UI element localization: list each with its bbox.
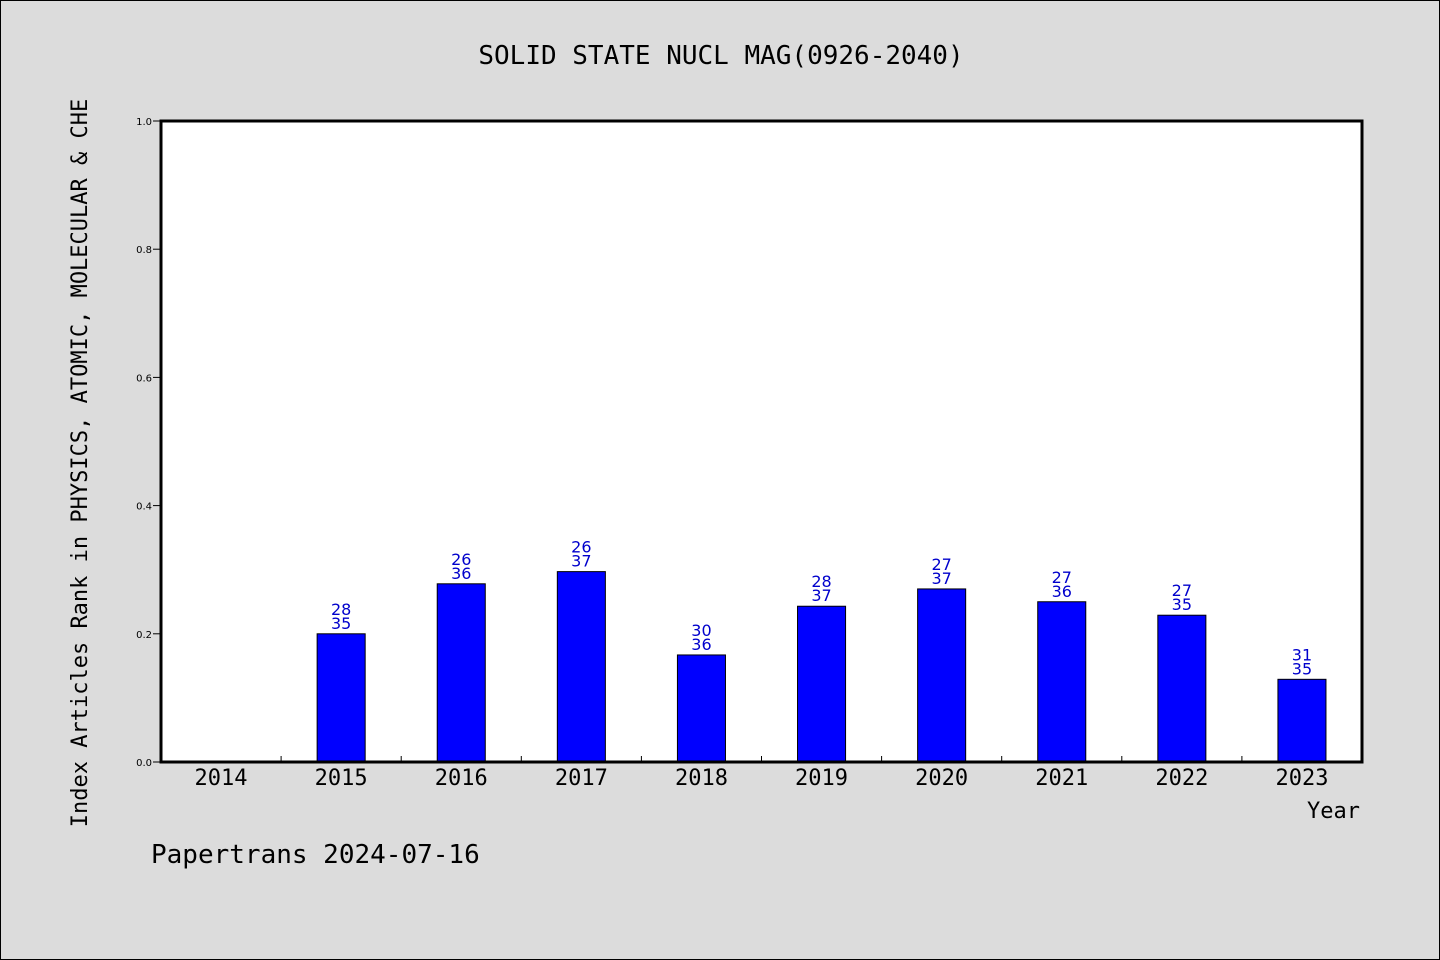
- bar-label-bottom-2021: 36: [1052, 582, 1072, 601]
- y-tick-label: 0.0: [136, 758, 152, 769]
- bar-label-bottom-2016: 36: [451, 564, 471, 583]
- x-tick-label: 2021: [1035, 766, 1088, 791]
- bar-2015: [316, 633, 366, 763]
- chart-title: SOLID STATE NUCL MAG(0926-2040): [478, 41, 963, 71]
- bar-2019: [797, 605, 847, 763]
- bar-2021: [1037, 601, 1087, 763]
- bar-label-bottom-2015: 35: [331, 614, 351, 633]
- bar-label-bottom-2018: 36: [691, 635, 711, 654]
- bar-label-top-2023: 31: [1292, 645, 1312, 664]
- x-tick-label: 2022: [1155, 766, 1208, 791]
- bar-label-top-2017: 26: [571, 538, 591, 557]
- bar-label-top-2021: 27: [1052, 568, 1072, 587]
- y-tick-label: 0.4: [136, 502, 152, 513]
- y-axis-ticks: 0.0 0.2 0.4 0.6 0.8 1.0: [136, 117, 161, 769]
- bar-2020: [917, 588, 967, 763]
- bar-label-bottom-2019: 37: [811, 586, 831, 605]
- x-tick-label: 2020: [915, 766, 968, 791]
- bar-label-bottom-2023: 35: [1292, 659, 1312, 678]
- bars-group: [316, 571, 1327, 763]
- x-axis-label: Year: [1307, 799, 1360, 824]
- x-tick-label: 2017: [555, 766, 608, 791]
- x-tick-label: 2016: [435, 766, 488, 791]
- plot-frame: [159, 119, 1364, 764]
- bar-2017: [556, 571, 606, 763]
- bar-label-bottom-2020: 37: [931, 569, 951, 588]
- bar-label-top-2016: 26: [451, 550, 471, 569]
- bar-label-bottom-2017: 37: [571, 552, 591, 571]
- y-tick-label: 0.8: [136, 245, 152, 256]
- y-tick-label: 0.2: [136, 630, 152, 641]
- bar-label-top-2019: 28: [811, 572, 831, 591]
- x-tick-label: 2019: [795, 766, 848, 791]
- bar-2016: [436, 583, 486, 763]
- bar-2023: [1277, 678, 1327, 763]
- bar-label-top-2020: 27: [931, 555, 951, 574]
- x-tick-label: 2018: [675, 766, 728, 791]
- x-axis-ticks: 2014 2015 2016 2017 2018 2019 2020 2021 2022 2023: [195, 756, 1328, 791]
- y-axis-label: Index Articles Rank in PHYSICS, ATOMIC, …: [68, 99, 93, 827]
- bar-label-bottom-2022: 35: [1172, 595, 1192, 614]
- y-tick-label: 0.6: [136, 373, 152, 384]
- bar-2022: [1157, 614, 1207, 763]
- y-tick-label: 1.0: [136, 117, 152, 128]
- x-tick-label: 2015: [315, 766, 368, 791]
- bar-label-top-2022: 27: [1172, 581, 1192, 600]
- bar-2018: [676, 654, 726, 763]
- bar-label-top-2018: 30: [691, 621, 711, 640]
- footer-credit: Papertrans 2024-07-16: [151, 840, 480, 870]
- x-tick-label: 2014: [195, 766, 248, 791]
- bar-label-top-2015: 28: [331, 600, 351, 619]
- x-tick-label: 2023: [1275, 766, 1328, 791]
